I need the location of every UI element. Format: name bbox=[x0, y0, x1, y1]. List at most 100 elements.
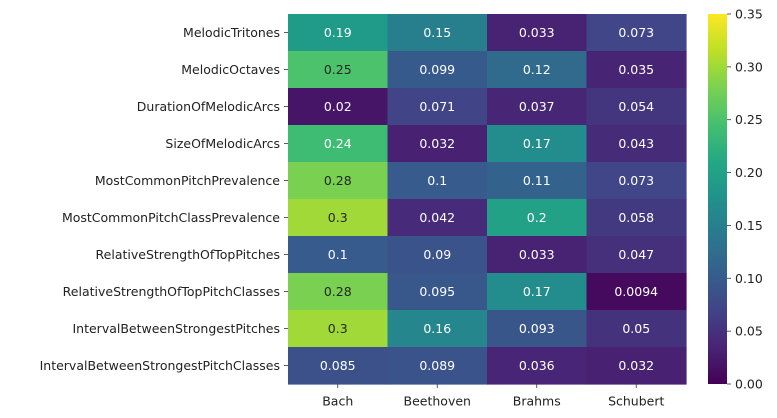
heatmap-cell bbox=[387, 310, 488, 348]
cell-value-label: 0.058 bbox=[618, 210, 654, 225]
heatmap-cell bbox=[288, 162, 389, 200]
heatmap-cell bbox=[487, 14, 588, 52]
heatmap-cell bbox=[387, 347, 488, 385]
heatmap-cell bbox=[487, 88, 588, 126]
y-axis-tick-label: IntervalBetweenStrongestPitchClasses bbox=[40, 358, 280, 373]
colorbar-tick-label: 0.35 bbox=[735, 7, 763, 22]
heatmap-cell bbox=[487, 125, 588, 163]
heatmap-cell bbox=[487, 162, 588, 200]
cell-value-label: 0.3 bbox=[328, 321, 348, 336]
cell-value-label: 0.12 bbox=[523, 62, 551, 77]
cell-value-label: 0.05 bbox=[622, 321, 650, 336]
y-axis-tick-label: DurationOfMelodicArcs bbox=[137, 99, 280, 114]
y-axis-tick-label: SizeOfMelodicArcs bbox=[165, 136, 280, 151]
cell-value-label: 0.037 bbox=[519, 99, 555, 114]
cell-value-label: 0.28 bbox=[324, 173, 352, 188]
y-axis-tick-label: IntervalBetweenStrongestPitches bbox=[72, 321, 280, 336]
heatmap-cell bbox=[387, 199, 488, 237]
cell-value-label: 0.24 bbox=[324, 136, 352, 151]
heatmap-cell bbox=[487, 51, 588, 89]
cell-value-label: 0.033 bbox=[519, 247, 555, 262]
x-axis-tick-label: Schubert bbox=[608, 394, 664, 409]
cell-value-label: 0.036 bbox=[519, 358, 555, 373]
colorbar-tick-label: 0.05 bbox=[735, 324, 763, 339]
heatmap-cell bbox=[586, 125, 687, 163]
y-axis-tick-label: RelativeStrengthOfTopPitches bbox=[96, 247, 280, 262]
heatmap-cell bbox=[586, 162, 687, 200]
y-axis-tick-label: MostCommonPitchPrevalence bbox=[95, 173, 280, 188]
heatmap-cell bbox=[288, 51, 389, 89]
heatmap-cell bbox=[288, 310, 389, 348]
heatmap-cell-labels: 0.19 0.15 0.033 0.073 0.25 0.099 0.12 0.035 0.02… bbox=[320, 25, 658, 373]
colorbar-gradient bbox=[708, 14, 727, 384]
y-axis-tick-label: MelodicTritones bbox=[183, 25, 280, 40]
x-axis-tick-label: Bach bbox=[322, 394, 353, 409]
cell-value-label: 0.085 bbox=[320, 358, 356, 373]
heatmap-cell bbox=[487, 310, 588, 348]
heatmap-cell bbox=[288, 125, 389, 163]
colorbar: 0.00 0.05 0.10 0.15 0.20 0.25 0.30 0.35 bbox=[708, 7, 763, 392]
colorbar-tick-label: 0.20 bbox=[735, 165, 763, 180]
y-axis-tick-label: RelativeStrengthOfTopPitchClasses bbox=[63, 284, 280, 299]
heatmap-cell bbox=[387, 273, 488, 311]
heatmap-cell bbox=[487, 347, 588, 385]
colorbar-tick-label: 0.15 bbox=[735, 218, 763, 233]
heatmap-cell bbox=[387, 88, 488, 126]
heatmap-cell bbox=[288, 236, 389, 274]
heatmap-cell bbox=[586, 310, 687, 348]
cell-value-label: 0.035 bbox=[618, 62, 654, 77]
y-axis-tick-labels: MelodicTritones MelodicOctaves DurationOfM… bbox=[40, 25, 288, 373]
cell-value-label: 0.032 bbox=[618, 358, 654, 373]
heatmap-cell bbox=[288, 88, 389, 126]
heatmap-cell bbox=[586, 14, 687, 52]
cell-value-label: 0.25 bbox=[324, 62, 352, 77]
heatmap-cell bbox=[487, 199, 588, 237]
cell-value-label: 0.28 bbox=[324, 284, 352, 299]
cell-value-label: 0.11 bbox=[523, 173, 551, 188]
cell-value-label: 0.16 bbox=[423, 321, 451, 336]
cell-value-label: 0.043 bbox=[618, 136, 654, 151]
x-axis-tick-labels: Bach Beethoven Brahms Schubert bbox=[322, 384, 665, 409]
cell-value-label: 0.073 bbox=[618, 173, 654, 188]
cell-value-label: 0.1 bbox=[427, 173, 447, 188]
cell-value-label: 0.1 bbox=[328, 247, 348, 262]
heatmap-cell bbox=[586, 347, 687, 385]
heatmap-cell bbox=[487, 273, 588, 311]
heatmap-cell bbox=[586, 51, 687, 89]
heatmap-cell bbox=[288, 273, 389, 311]
heatmap-cell bbox=[487, 236, 588, 274]
cell-value-label: 0.17 bbox=[523, 284, 551, 299]
cell-value-label: 0.3 bbox=[328, 210, 348, 225]
colorbar-tick-label: 0.00 bbox=[735, 377, 763, 392]
cell-value-label: 0.093 bbox=[519, 321, 555, 336]
x-axis-tick-label: Beethoven bbox=[404, 394, 471, 409]
cell-value-label: 0.09 bbox=[423, 247, 451, 262]
heatmap-cell bbox=[586, 88, 687, 126]
cell-value-label: 0.033 bbox=[519, 25, 555, 40]
heatmap-cell bbox=[586, 199, 687, 237]
cell-value-label: 0.047 bbox=[618, 247, 654, 262]
heatmap-cell bbox=[586, 236, 687, 274]
heatmap-cell bbox=[288, 347, 389, 385]
heatmap-cell bbox=[387, 125, 488, 163]
heatmap-cell bbox=[387, 51, 488, 89]
cell-value-label: 0.054 bbox=[618, 99, 654, 114]
cell-value-label: 0.089 bbox=[419, 358, 455, 373]
heatmap-cell bbox=[387, 14, 488, 52]
heatmap-cells bbox=[288, 14, 687, 385]
cell-value-label: 0.095 bbox=[419, 284, 455, 299]
cell-value-label: 0.19 bbox=[324, 25, 352, 40]
heatmap-cell bbox=[586, 273, 687, 311]
y-axis-tick-label: MelodicOctaves bbox=[181, 62, 280, 77]
colorbar-tick-label: 0.10 bbox=[735, 271, 763, 286]
heatmap-cell bbox=[288, 14, 389, 52]
y-axis-tick-label: MostCommonPitchClassPrevalence bbox=[62, 210, 280, 225]
cell-value-label: 0.0094 bbox=[614, 284, 658, 299]
heatmap-cell bbox=[288, 199, 389, 237]
heatmap-cell bbox=[387, 236, 488, 274]
cell-value-label: 0.02 bbox=[324, 99, 352, 114]
cell-value-label: 0.15 bbox=[423, 25, 451, 40]
cell-value-label: 0.2 bbox=[527, 210, 547, 225]
cell-value-label: 0.032 bbox=[419, 136, 455, 151]
x-axis-tick-label: Brahms bbox=[513, 394, 561, 409]
